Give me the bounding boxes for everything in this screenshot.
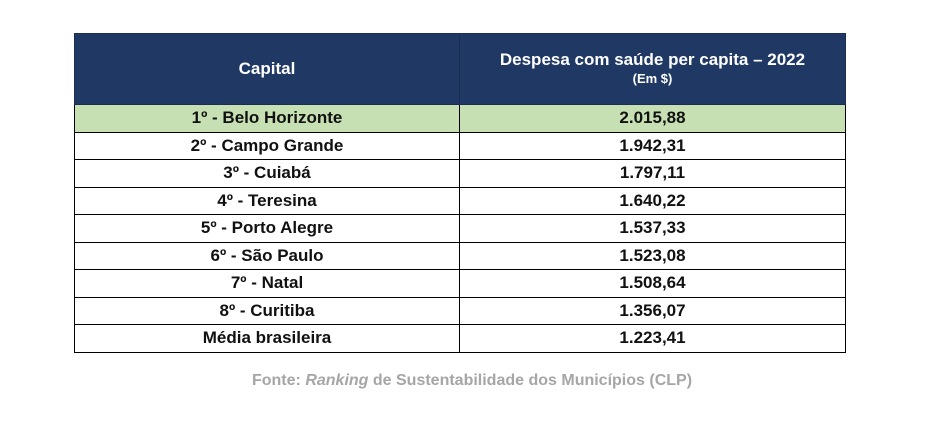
cell-value: 1.356,07 (459, 296, 846, 325)
cell-capital: 7º - Natal (74, 269, 460, 298)
cell-capital: 8º - Curitiba (74, 296, 460, 325)
cell-value: 1.640,22 (459, 186, 846, 215)
source-suffix: de Sustentabilidade dos Municípios (CLP) (368, 372, 693, 389)
source-prefix: Fonte: (251, 372, 306, 389)
table-row: 2º - Campo Grande 1.942,31 (74, 131, 846, 160)
cell-capital: Média brasileira (74, 324, 460, 353)
ranking-table: Capital Despesa com saúde per capita – 2… (74, 33, 846, 353)
source-caption: Fonte: Ranking de Sustentabilidade dos M… (0, 372, 944, 390)
table-row: 8º - Curitiba 1.356,07 (74, 296, 846, 325)
cell-capital: 1º - Belo Horizonte (74, 104, 460, 133)
cell-capital: 4º - Teresina (74, 186, 460, 215)
table-row: 1º - Belo Horizonte 2.015,88 (74, 104, 846, 133)
cell-capital: 2º - Campo Grande (74, 131, 460, 160)
ranking-table-container: Capital Despesa com saúde per capita – 2… (74, 33, 846, 353)
cell-capital: 3º - Cuiabá (74, 159, 460, 188)
header-expense-label: Despesa com saúde per capita – 2022 (499, 50, 806, 69)
cell-capital: 6º - São Paulo (74, 241, 460, 270)
cell-value: 1.797,11 (459, 159, 846, 188)
table-row: 5º - Porto Alegre 1.537,33 (74, 214, 846, 243)
table-row: Média brasileira 1.223,41 (74, 324, 846, 353)
cell-value: 1.537,33 (459, 214, 846, 243)
table-row: 7º - Natal 1.508,64 (74, 269, 846, 298)
cell-value: 2.015,88 (459, 104, 846, 133)
cell-value: 1.223,41 (459, 324, 846, 353)
table-header-row: Capital Despesa com saúde per capita – 2… (74, 33, 846, 105)
table-row: 6º - São Paulo 1.523,08 (74, 241, 846, 270)
header-capital-label: Capital (238, 59, 296, 78)
cell-value: 1.523,08 (459, 241, 846, 270)
cell-value: 1.508,64 (459, 269, 846, 298)
source-italic: Ranking (305, 372, 369, 389)
table-row: 3º - Cuiabá 1.797,11 (74, 159, 846, 188)
header-expense: Despesa com saúde per capita – 2022 (Em … (459, 33, 846, 105)
header-expense-unit: (Em $) (632, 71, 673, 86)
table-row: 4º - Teresina 1.640,22 (74, 186, 846, 215)
cell-capital: 5º - Porto Alegre (74, 214, 460, 243)
cell-value: 1.942,31 (459, 131, 846, 160)
header-capital: Capital (74, 33, 460, 105)
